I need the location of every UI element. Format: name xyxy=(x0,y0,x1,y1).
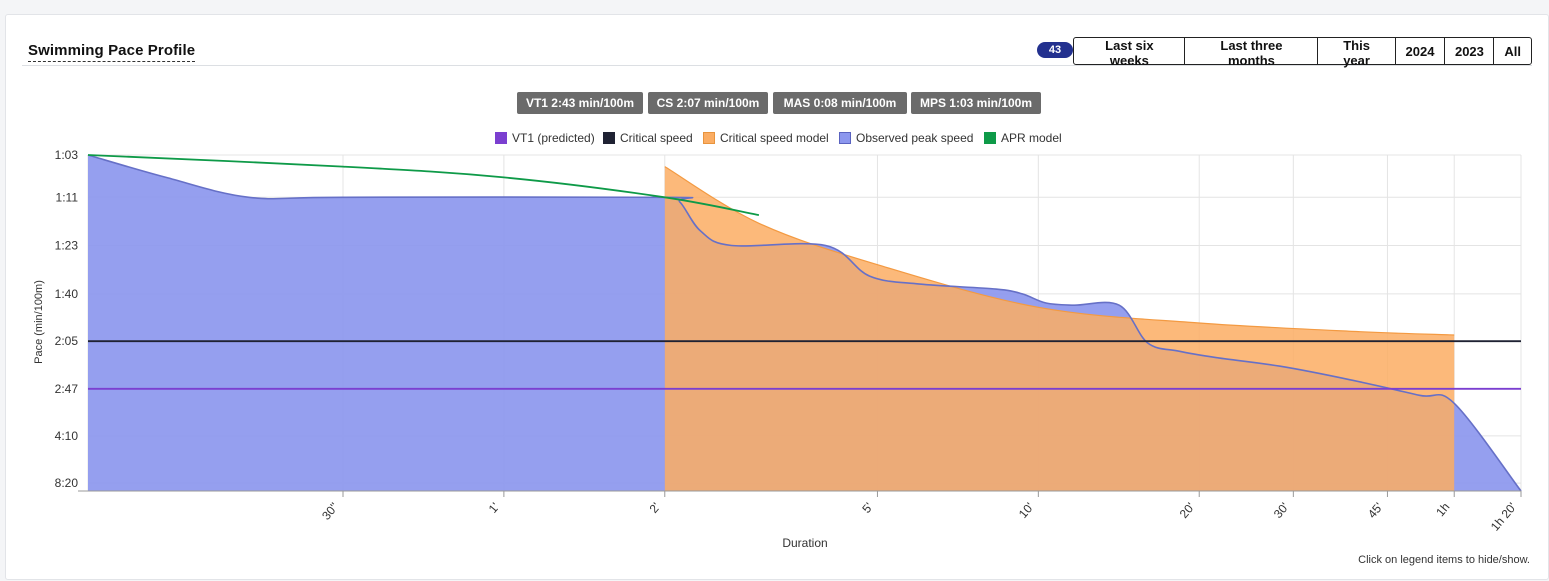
y-tick-label: 1:03 xyxy=(55,148,79,162)
legend-item-critical-speed[interactable]: Critical speed xyxy=(603,130,693,146)
y-axis-title: Pace (min/100m) xyxy=(33,280,45,364)
y-tick-label: 2:05 xyxy=(55,334,79,348)
x-tick-label: 1' xyxy=(486,500,502,516)
legend-label-apr-model: APR model xyxy=(1001,131,1062,145)
x-tick-label: 5' xyxy=(859,500,875,516)
critical-speed-model-area xyxy=(664,166,1455,491)
x-tick-label: 20' xyxy=(1177,500,1198,521)
chart-areas xyxy=(88,155,1521,491)
legend-hint-text: Click on legend items to hide/show. xyxy=(1358,554,1530,566)
time-range-selector: Last six weeks Last three months This ye… xyxy=(1073,37,1533,68)
y-tick-label: 8:20 xyxy=(55,476,79,490)
x-tick-label: 1h 20' xyxy=(1488,500,1520,534)
y-tick-label: 1:23 xyxy=(55,238,79,252)
activity-count-badge: 43 xyxy=(1037,42,1073,58)
legend-swatch-critical-speed-model xyxy=(703,132,715,144)
legend-label-vt1: VT1 (predicted) xyxy=(512,131,595,145)
x-tick-label: 30'' xyxy=(319,500,341,523)
range-all-button[interactable]: All xyxy=(1493,37,1533,65)
x-tick-label: 30' xyxy=(1271,500,1292,521)
mas-summary-badge: MAS 0:08 min/100m xyxy=(773,92,907,114)
card-title[interactable]: Swimming Pace Profile xyxy=(28,42,196,62)
legend-swatch-apr-model xyxy=(984,132,996,144)
legend-label-critical-speed: Critical speed xyxy=(620,131,693,145)
legend-item-vt1[interactable]: VT1 (predicted) xyxy=(495,130,595,146)
x-axis-title: Duration xyxy=(782,536,827,550)
legend-item-observed-peak-speed[interactable]: Observed peak speed xyxy=(839,130,973,146)
card-header: Swimming Pace Profile 43 Last six weeks … xyxy=(22,25,1533,68)
y-tick-label: 4:10 xyxy=(55,429,79,443)
x-tick-label: 10' xyxy=(1016,500,1037,521)
x-tick-label: 2' xyxy=(647,500,663,516)
apr-model-line xyxy=(87,154,760,216)
range-2024-button[interactable]: 2024 xyxy=(1394,37,1446,65)
legend-label-observed-peak-speed: Observed peak speed xyxy=(856,131,974,145)
legend-item-apr-model[interactable]: APR model xyxy=(984,130,1062,146)
x-tick-label: 45' xyxy=(1365,500,1386,521)
critical-speed-model-line xyxy=(664,166,1455,336)
range-2023-button[interactable]: 2023 xyxy=(1443,37,1495,65)
vt1-summary-badge: VT1 2:43 min/100m xyxy=(517,92,643,114)
y-tick-label: 1:40 xyxy=(55,287,79,301)
legend-swatch-observed-peak-speed xyxy=(839,132,851,144)
legend-item-critical-speed-model[interactable]: Critical speed model xyxy=(703,130,829,146)
observed-peak-speed-line xyxy=(87,154,1522,492)
chart-lines xyxy=(87,154,1522,492)
legend-swatch-critical-speed xyxy=(603,132,615,144)
range-last-three-months-button[interactable]: Last three months xyxy=(1184,37,1319,68)
y-tick-label: 1:11 xyxy=(56,190,79,204)
cs-summary-badge: CS 2:07 min/100m xyxy=(648,92,768,114)
y-tick-label: 2:47 xyxy=(55,382,79,396)
mps-summary-badge: MPS 1:03 min/100m xyxy=(911,92,1041,114)
legend-swatch-vt1 xyxy=(495,132,507,144)
legend-label-critical-speed-model: Critical speed model xyxy=(720,131,829,145)
x-tick-label: 1h xyxy=(1433,500,1452,519)
